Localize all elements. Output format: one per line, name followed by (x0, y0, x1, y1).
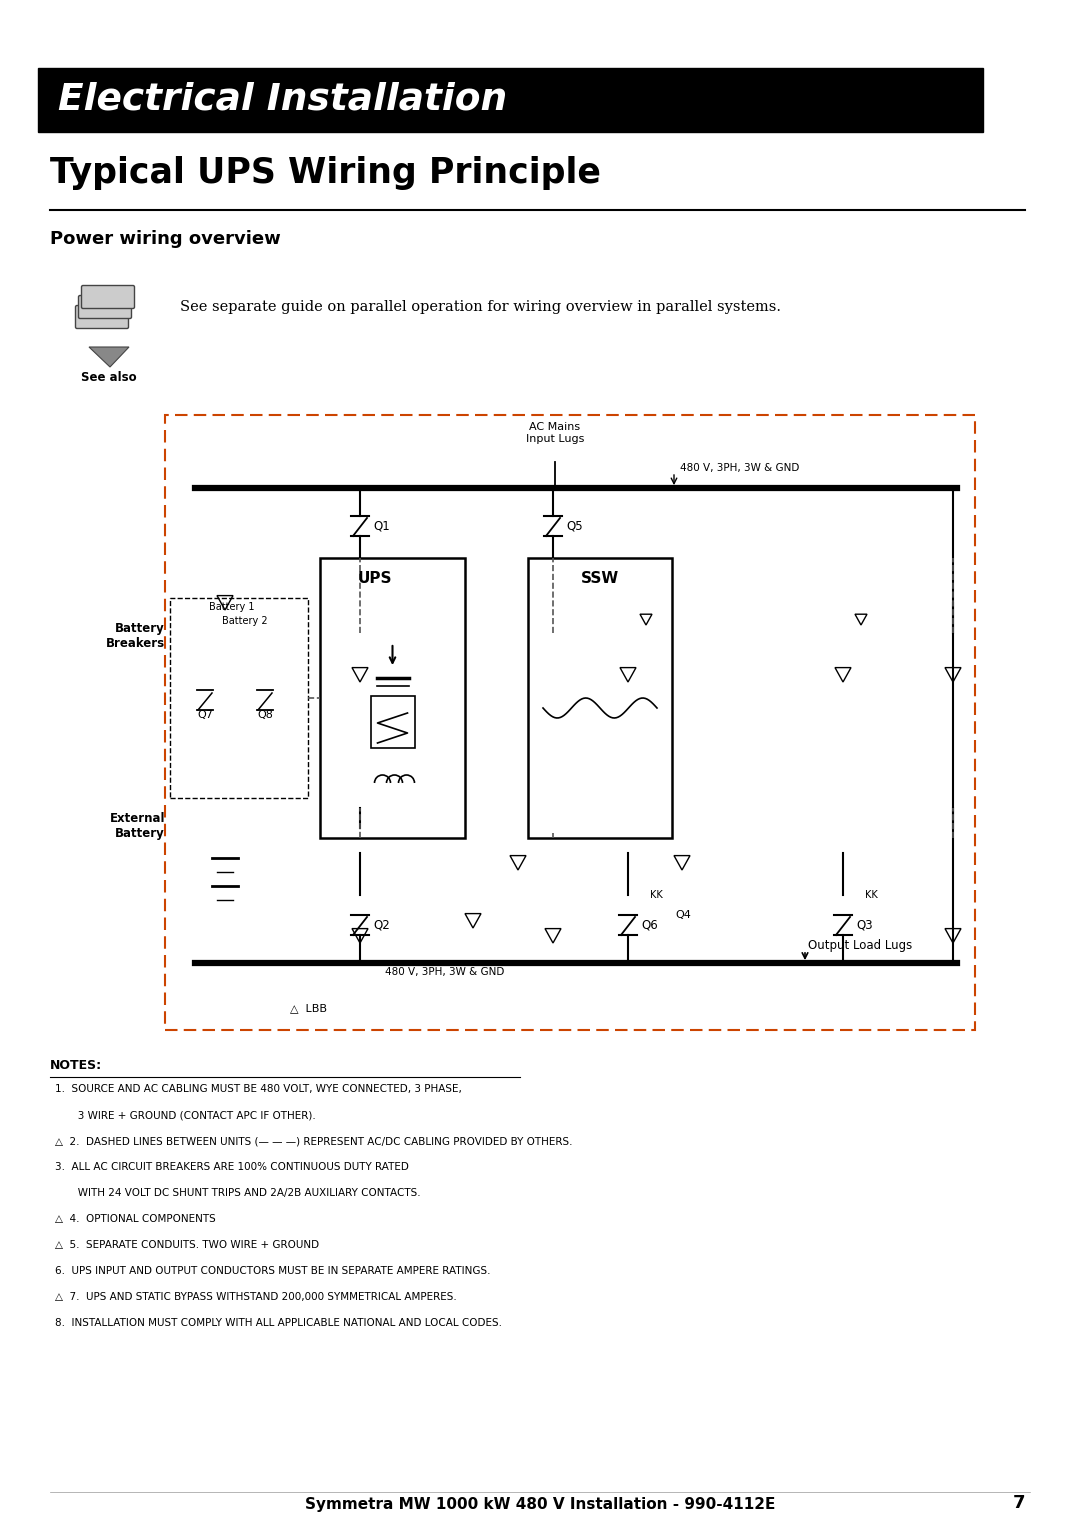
Text: Battery 1: Battery 1 (210, 602, 255, 613)
Text: △  7.  UPS AND STATIC BYPASS WITHSTAND 200,000 SYMMETRICAL AMPERES.: △ 7. UPS AND STATIC BYPASS WITHSTAND 200… (55, 1293, 457, 1302)
Text: △  5.  SEPARATE CONDUITS. TWO WIRE + GROUND: △ 5. SEPARATE CONDUITS. TWO WIRE + GROUN… (55, 1241, 319, 1250)
Text: △  4.  OPTIONAL COMPONENTS: △ 4. OPTIONAL COMPONENTS (55, 1215, 216, 1224)
Text: SSW: SSW (581, 571, 619, 587)
Text: 480 V, 3PH, 3W & GND: 480 V, 3PH, 3W & GND (680, 463, 799, 474)
Text: 3.  ALL AC CIRCUIT BREAKERS ARE 100% CONTINUOUS DUTY RATED: 3. ALL AC CIRCUIT BREAKERS ARE 100% CONT… (55, 1161, 409, 1172)
Text: Q7: Q7 (197, 711, 213, 720)
Text: Typical UPS Wiring Principle: Typical UPS Wiring Principle (50, 156, 600, 189)
Text: Battery
Breakers: Battery Breakers (106, 622, 165, 649)
Text: Battery 2: Battery 2 (222, 616, 268, 626)
Text: KK: KK (865, 889, 878, 900)
Text: 8.  INSTALLATION MUST COMPLY WITH ALL APPLICABLE NATIONAL AND LOCAL CODES.: 8. INSTALLATION MUST COMPLY WITH ALL APP… (55, 1319, 502, 1328)
Bar (165, 416, 975, 1030)
Text: External
Battery: External Battery (109, 811, 165, 840)
Text: Symmetra MW 1000 kW 480 V Installation - 990-4112E: Symmetra MW 1000 kW 480 V Installation -… (305, 1497, 775, 1513)
FancyBboxPatch shape (79, 295, 132, 318)
Text: See also: See also (81, 371, 137, 384)
Text: Q8: Q8 (257, 711, 273, 720)
FancyBboxPatch shape (76, 306, 129, 329)
Text: AC Mains
Input Lugs: AC Mains Input Lugs (526, 422, 584, 445)
Bar (320, 558, 465, 837)
Bar (38, 69, 983, 131)
Text: Q2: Q2 (373, 918, 390, 932)
Bar (370, 695, 415, 749)
Text: NOTES:: NOTES: (50, 1059, 103, 1073)
Text: Q6: Q6 (642, 918, 658, 932)
Text: WITH 24 VOLT DC SHUNT TRIPS AND 2A/2B AUXILIARY CONTACTS.: WITH 24 VOLT DC SHUNT TRIPS AND 2A/2B AU… (55, 1187, 420, 1198)
Text: See separate guide on parallel operation for wiring overview in parallel systems: See separate guide on parallel operation… (180, 299, 781, 313)
Text: Output Load Lugs: Output Load Lugs (808, 940, 913, 952)
Text: Q5: Q5 (566, 520, 582, 532)
Text: Q3: Q3 (856, 918, 873, 932)
Text: 7: 7 (1013, 1494, 1025, 1513)
Text: △  LBB: △ LBB (289, 1002, 326, 1013)
Text: 1.  SOURCE AND AC CABLING MUST BE 480 VOLT, WYE CONNECTED, 3 PHASE,: 1. SOURCE AND AC CABLING MUST BE 480 VOL… (55, 1083, 462, 1094)
Text: Power wiring overview: Power wiring overview (50, 231, 281, 248)
Text: UPS: UPS (357, 571, 392, 587)
Text: 480 V, 3PH, 3W & GND: 480 V, 3PH, 3W & GND (386, 967, 504, 976)
Bar (170, 597, 308, 798)
Text: △  2.  DASHED LINES BETWEEN UNITS (— — —) REPRESENT AC/DC CABLING PROVIDED BY OT: △ 2. DASHED LINES BETWEEN UNITS (— — —) … (55, 1135, 572, 1146)
Bar (528, 558, 672, 837)
Polygon shape (89, 347, 129, 367)
Text: 6.  UPS INPUT AND OUTPUT CONDUCTORS MUST BE IN SEPARATE AMPERE RATINGS.: 6. UPS INPUT AND OUTPUT CONDUCTORS MUST … (55, 1267, 490, 1276)
Text: KK: KK (650, 889, 663, 900)
Text: 3 WIRE + GROUND (CONTACT APC IF OTHER).: 3 WIRE + GROUND (CONTACT APC IF OTHER). (55, 1109, 315, 1120)
FancyBboxPatch shape (81, 286, 135, 309)
Text: Electrical Installation: Electrical Installation (58, 83, 508, 118)
Text: Q4: Q4 (675, 911, 691, 920)
Text: Q1: Q1 (373, 520, 390, 532)
